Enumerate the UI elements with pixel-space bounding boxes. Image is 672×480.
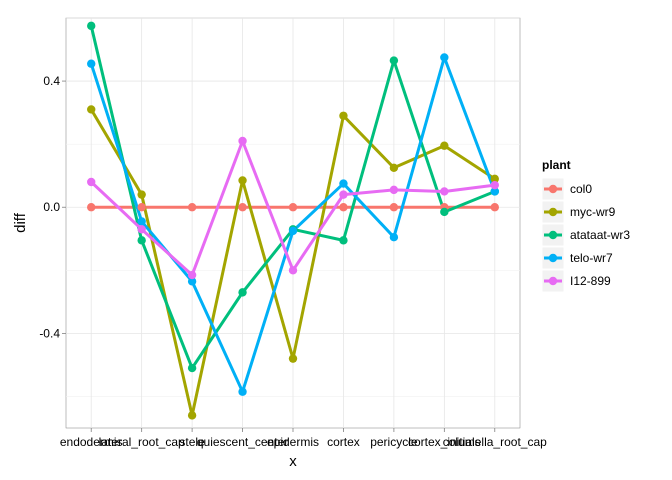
data-point-telo-wr7 [490,187,499,196]
legend-label: I12-899 [570,274,611,288]
data-point-atataat-wr3 [440,207,449,217]
data-point-I12-899 [440,187,449,196]
data-point-atataat-wr3 [137,236,146,245]
data-point-I12-899 [238,136,247,146]
x-tick-label: quiescent_center [197,435,288,449]
x-tick-label: cortex [327,435,360,449]
data-point-myc-wr9 [389,163,399,173]
data-point-I12-899 [288,266,298,275]
data-point-col0 [288,203,298,212]
legend-item-atataat-wr3: atataat-wr3 [541,223,630,247]
legend-label: atataat-wr3 [570,228,630,242]
legend-item-col0: col0 [541,177,592,201]
y-tick-label: -0.4 [39,326,60,340]
legend-key-point [548,253,558,263]
data-point-col0 [238,203,247,212]
y-axis-ticks: -0.4 0.0 0.4 [39,74,66,340]
data-point-I12-899 [137,225,146,234]
data-point-telo-wr7 [137,217,146,226]
legend-key-point [548,230,558,240]
data-point-col0 [137,203,146,212]
data-point-telo-wr7 [288,226,298,236]
data-point-myc-wr9 [187,411,197,420]
legend-key-point [548,184,558,194]
data-point-telo-wr7 [238,387,247,396]
legend-key-point [548,207,558,217]
data-point-myc-wr9 [238,176,247,185]
legend-item-telo-wr7: telo-wr7 [541,246,613,270]
legend-item-myc-wr9: myc-wr9 [541,200,616,224]
data-point-I12-899 [389,185,399,195]
data-point-myc-wr9 [137,190,146,199]
y-tick-label: 0.4 [43,74,60,88]
x-axis-ticks: endodermislateral_root_capstelequiescent… [60,428,547,449]
data-point-I12-899 [490,180,499,190]
data-point-myc-wr9 [87,105,96,114]
x-tick-label: stele [179,435,205,449]
data-point-telo-wr7 [440,53,449,62]
y-axis-title: diff [12,212,29,233]
data-point-I12-899 [339,190,348,199]
data-point-telo-wr7 [339,179,348,188]
data-point-myc-wr9 [339,111,348,120]
data-point-I12-899 [187,270,197,280]
data-point-col0 [339,203,348,212]
data-point-atataat-wr3 [238,288,247,297]
y-tick-label: 0.0 [43,200,60,214]
data-point-telo-wr7 [87,59,96,68]
legend: plant col0 myc-wr9 atataat-wr3 telo-wr7 I12-… [541,158,630,293]
x-axis-title: x [289,453,297,470]
data-point-col0 [389,203,399,212]
data-point-telo-wr7 [187,277,197,286]
data-point-col0 [490,203,499,212]
data-point-myc-wr9 [288,354,298,363]
data-point-atataat-wr3 [187,363,197,373]
legend-item-I12-899: I12-899 [541,269,611,293]
x-tick-label: pericycle [370,435,418,449]
data-point-myc-wr9 [490,174,499,184]
legend-label: col0 [570,182,592,196]
legend-label: myc-wr9 [570,205,616,219]
x-tick-label: cortex_initials [408,435,481,449]
legend-label: telo-wr7 [570,251,613,265]
data-point-atataat-wr3 [339,236,348,245]
data-point-myc-wr9 [440,141,449,150]
x-tick-label: epidermis [267,435,319,449]
data-point-telo-wr7 [389,232,399,242]
data-point-col0 [187,203,197,212]
data-point-I12-899 [87,177,96,187]
data-point-col0 [87,203,96,212]
data-point-atataat-wr3 [389,56,399,65]
x-tick-label: columella_root_cap [443,435,547,449]
legend-key-point [548,276,558,286]
x-tick-label: lateral_root_cap [99,435,185,449]
legend-title: plant [542,158,571,172]
data-point-atataat-wr3 [87,21,96,31]
x-tick-label: endodermis [60,435,123,449]
series-points [87,21,499,420]
